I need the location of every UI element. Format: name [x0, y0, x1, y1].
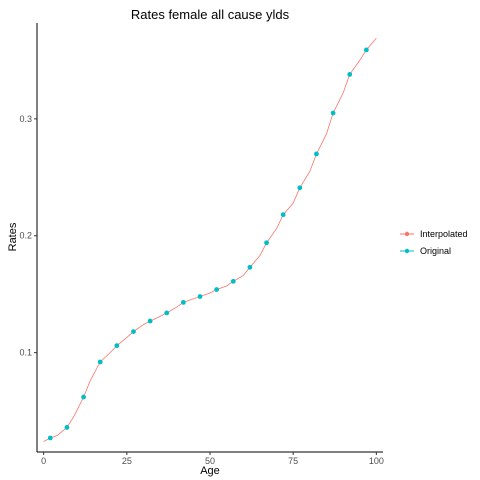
x-axis-title: Age [200, 465, 220, 477]
series-original-point [330, 110, 336, 116]
series-original-point [247, 264, 253, 270]
legend-item-original: Original [400, 246, 451, 256]
series-interpolated-line [43, 37, 377, 442]
legend-key-interpolated-point [404, 231, 410, 237]
x-tick-label: 25 [122, 456, 132, 466]
x-tick-label: 50 [205, 456, 215, 466]
legend-label-original: Original [420, 246, 451, 256]
series-original-point [297, 185, 303, 191]
x-axis-ticks: 0 25 50 75 100 [41, 452, 384, 466]
y-tick-label: 0.2 [19, 231, 32, 241]
series-original-point [147, 318, 153, 324]
series-original-point [64, 425, 70, 430]
series-original-point [230, 278, 236, 284]
chart-title: Rates female all cause ylds [131, 7, 290, 22]
series-original-point [264, 240, 269, 246]
plot-area [43, 37, 377, 442]
series-original-point [197, 294, 203, 299]
x-tick-label: 100 [369, 456, 384, 466]
series-original-point [314, 151, 319, 157]
legend-item-interpolated: Interpolated [400, 229, 468, 239]
series-original-point [47, 435, 53, 441]
series-original-point [131, 329, 136, 334]
y-tick-label: 0.1 [19, 348, 32, 358]
series-original-point [363, 47, 369, 53]
series-original-point [347, 72, 353, 77]
series-original-point [214, 287, 220, 292]
x-tick-label: 0 [41, 456, 46, 466]
series-original-point [97, 359, 103, 365]
y-tick-label: 0.3 [19, 114, 32, 124]
x-tick-label: 75 [288, 456, 298, 466]
series-original-point [81, 394, 86, 400]
series-original-point [280, 212, 286, 218]
legend-label-interpolated: Interpolated [420, 229, 468, 239]
series-original-point [114, 343, 120, 349]
y-axis-title: Rates [7, 222, 19, 251]
legend-key-original-point [404, 248, 410, 254]
series-original-point [180, 299, 186, 305]
series-original-point [164, 310, 170, 316]
y-axis-ticks: 0.1 0.2 0.3 [19, 114, 37, 358]
legend: Interpolated Original [400, 229, 468, 256]
